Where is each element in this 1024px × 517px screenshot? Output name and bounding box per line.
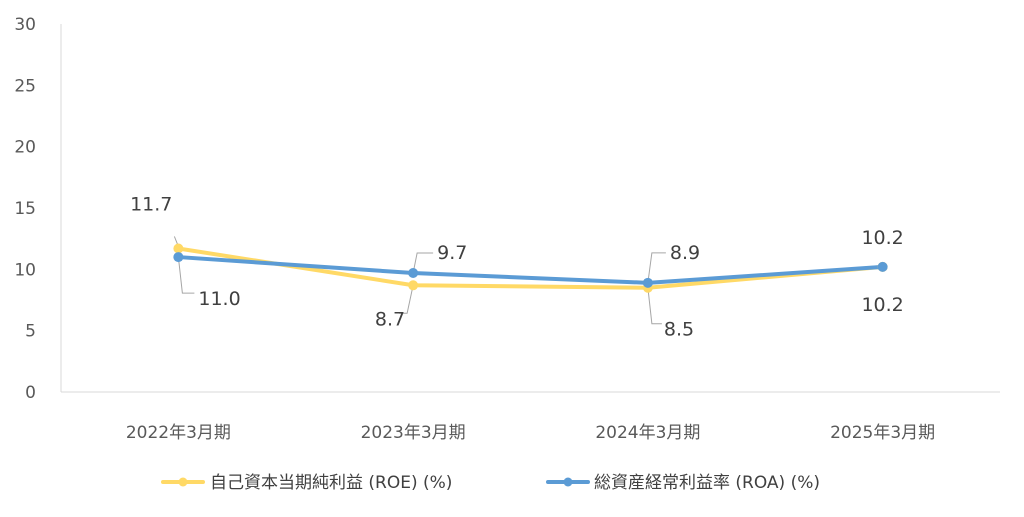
- y-tick-label: 20: [14, 138, 36, 158]
- legend-roe-label: 自己資本当期純利益 (ROE) (%): [210, 473, 452, 493]
- data-label-roe: 8.5: [664, 319, 694, 341]
- data-label-roe: 8.7: [375, 308, 405, 330]
- legend-roe-swatch-marker: [178, 477, 188, 487]
- y-tick-label: 0: [25, 383, 36, 403]
- label-leader-line: [647, 252, 666, 283]
- legend-roa-label: 総資産経常利益率 (ROA) (%): [594, 473, 820, 493]
- legend-roa-swatch-marker: [563, 477, 573, 487]
- x-tick-label: 2023年3月期: [361, 423, 466, 443]
- data-point-roa: [877, 261, 888, 272]
- data-label-roe: 11.7: [130, 193, 172, 215]
- data-label-roa: 11.0: [198, 288, 240, 310]
- y-axis: 0 5 10 15 20 25 30: [14, 15, 62, 403]
- data-label-roa: 8.9: [670, 242, 700, 264]
- label-leader-line: [412, 252, 434, 274]
- legend: 自己資本当期純利益 (ROE) (%) 総資産経常利益率 (ROA) (%): [161, 473, 820, 493]
- label-leader-line: [177, 257, 195, 294]
- series-line-roe: [176, 246, 885, 290]
- x-tick-label: 2022年3月期: [126, 423, 231, 443]
- data-point-roe: [408, 280, 419, 291]
- x-tick-label: 2024年3月期: [595, 423, 700, 443]
- y-tick-label: 10: [14, 260, 36, 280]
- y-tick-label: 5: [25, 322, 36, 342]
- x-axis: 2022年3月期 2023年3月期 2024年3月期 2025年3月期: [61, 391, 1000, 443]
- data-point-roa: [408, 268, 419, 279]
- y-tick-label: 15: [14, 199, 36, 219]
- series-markers: [173, 243, 888, 293]
- label-leader-line: [399, 285, 414, 314]
- data-labels: 11.7 8.7 8.5 10.2 11.0 9.7 8.9 10.2: [130, 193, 904, 340]
- data-label-roe: 10.2: [861, 294, 903, 316]
- data-label-roa: 9.7: [437, 242, 467, 264]
- data-label-roa: 10.2: [861, 227, 903, 249]
- data-point-roa: [642, 277, 653, 288]
- series-line-roa: [176, 255, 885, 285]
- y-tick-label: 25: [14, 76, 36, 96]
- series-lines: [176, 246, 885, 290]
- x-tick-label: 2025年3月期: [830, 423, 935, 443]
- data-point-roe: [173, 243, 184, 254]
- y-tick-label: 30: [14, 15, 36, 35]
- label-leader-line: [647, 287, 662, 325]
- data-point-roa: [173, 252, 184, 263]
